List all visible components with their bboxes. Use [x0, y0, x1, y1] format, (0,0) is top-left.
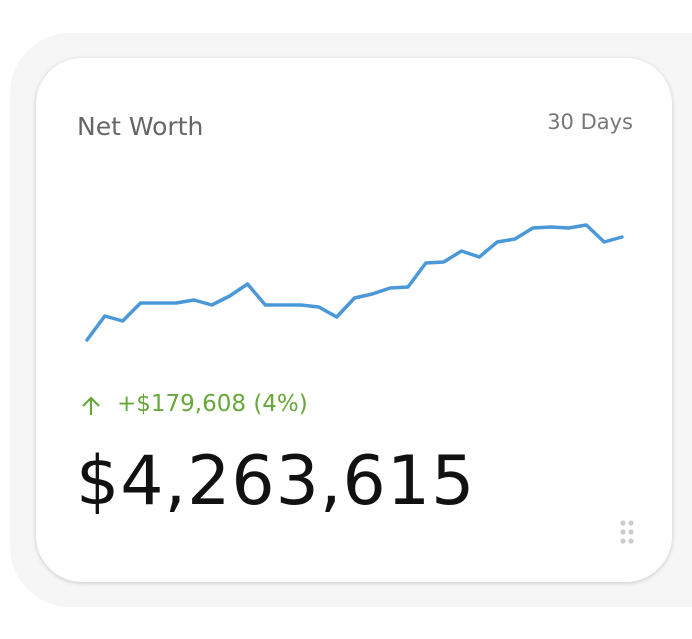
card-title: Net Worth	[77, 112, 204, 141]
net-worth-card[interactable]: Net Worth 30 Days +$179,608 (4%) $4,263,…	[36, 58, 672, 582]
net-worth-value: $4,263,615	[76, 442, 476, 521]
sparkline-path	[85, 223, 624, 342]
up-arrow	[82, 396, 100, 415]
change-label: +$179,608 (4%)	[117, 391, 308, 417]
drag-handle[interactable]	[620, 520, 634, 544]
period-selector[interactable]: 30 Days	[547, 110, 633, 134]
